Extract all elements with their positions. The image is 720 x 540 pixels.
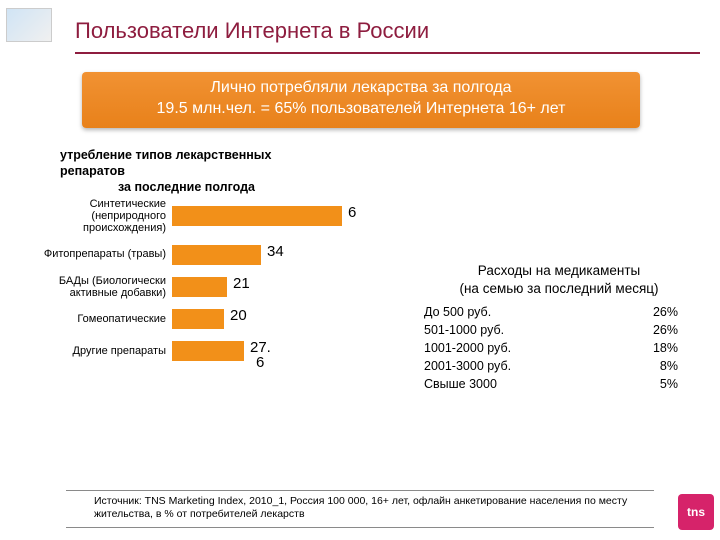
chart-title-line2: репаратов (60, 164, 400, 180)
bar-value: 34 (267, 244, 284, 260)
chart-row: БАДы (Биологически активные добавки) 21 (20, 275, 400, 299)
chart-title-line1: утребление типов лекарственных (60, 148, 400, 164)
page-title: Пользователи Интернета в России (75, 18, 429, 44)
title-rule (75, 52, 700, 54)
bar-value: 20 (230, 308, 247, 324)
expense-label: 1001-2000 руб. (424, 341, 511, 355)
expense-value: 5% (660, 377, 678, 391)
bar-wrap: 27.6 (172, 339, 342, 363)
expense-label: Свыше 3000 (424, 377, 497, 391)
expenses-title-line2: (на семью за последний месяц) (414, 280, 704, 298)
bar-value: 6 (348, 205, 356, 221)
expense-row: 1001-2000 руб. 18% (414, 339, 704, 357)
chart-row: Фитопрепараты (травы) 34 (20, 243, 400, 267)
chart-row: Синтетические (неприродного происхождени… (20, 198, 400, 234)
bar-wrap: 21 (172, 275, 342, 299)
consumption-chart: утребление типов лекарственных репаратов… (20, 148, 400, 363)
bar (172, 206, 342, 226)
bar-value: 21 (233, 276, 250, 292)
expenses-title-line1: Расходы на медикаменты (414, 262, 704, 280)
stat-banner: Лично потребляли лекарства за полгода 19… (82, 72, 640, 128)
chart-row-label: Гомеопатические (20, 313, 172, 325)
chart-row-label: Фитопрепараты (травы) (20, 248, 172, 260)
bar (172, 309, 224, 329)
expense-value: 18% (653, 341, 678, 355)
footer-source: Источник: TNS Marketing Index, 2010_1, Р… (94, 495, 650, 521)
bar-wrap: 20 (172, 307, 342, 331)
banner-line-2: 19.5 млн.чел. = 65% пользователей Интерн… (92, 99, 630, 120)
slide-thumbnail (6, 8, 52, 42)
expense-value: 26% (653, 323, 678, 337)
bar-value: 27.6 (250, 340, 271, 372)
expense-value: 8% (660, 359, 678, 373)
expense-label: 501-1000 руб. (424, 323, 504, 337)
expense-value: 26% (653, 305, 678, 319)
chart-subtitle: за последние полгода (118, 180, 400, 194)
expenses-table: Расходы на медикаменты (на семью за посл… (414, 262, 704, 393)
bar (172, 277, 227, 297)
bar (172, 341, 244, 361)
expense-row: 2001-3000 руб. 8% (414, 357, 704, 375)
banner-line-1: Лично потребляли лекарства за полгода (92, 78, 630, 99)
expense-row: До 500 руб. 26% (414, 303, 704, 321)
tns-logo: tns (678, 494, 714, 530)
chart-row-label: Синтетические (неприродного происхождени… (20, 198, 172, 234)
expense-row: Свыше 3000 5% (414, 375, 704, 393)
chart-row: Другие препараты27.6 (20, 339, 400, 363)
expense-label: До 500 руб. (424, 305, 491, 319)
bar-wrap: 34 (172, 243, 342, 267)
chart-row: Гомеопатические 20 (20, 307, 400, 331)
chart-row-label: Другие препараты (20, 345, 172, 357)
expense-row: 501-1000 руб. 26% (414, 321, 704, 339)
chart-row-label: БАДы (Биологически активные добавки) (20, 275, 172, 299)
bar-wrap: 6 (172, 204, 342, 228)
expense-label: 2001-3000 руб. (424, 359, 511, 373)
footer-box: Источник: TNS Marketing Index, 2010_1, Р… (66, 490, 654, 528)
bar (172, 245, 261, 265)
